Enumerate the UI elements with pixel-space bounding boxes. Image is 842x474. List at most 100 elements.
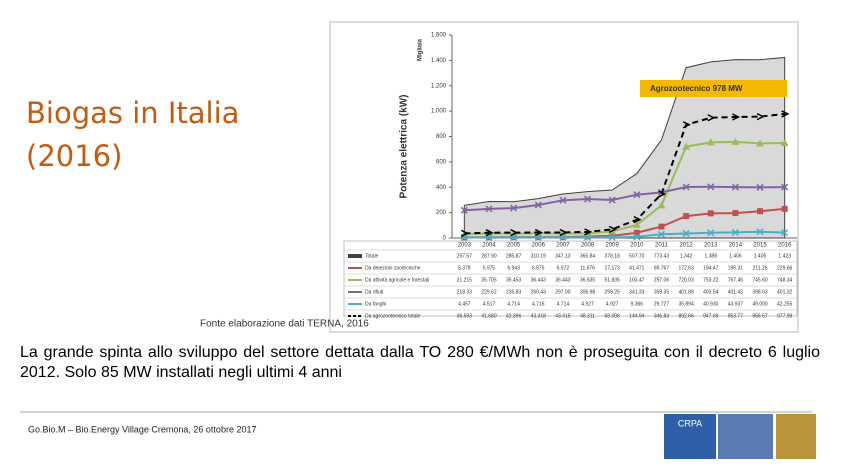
marker [756, 139, 765, 147]
table-cell: 6.972 [557, 265, 570, 271]
marker [584, 228, 593, 236]
marker [731, 137, 740, 145]
marker [584, 233, 592, 241]
table-cell: 229.66 [777, 265, 793, 271]
y-tick-label: 200 [436, 210, 447, 216]
x-tick-label: 2008 [581, 243, 595, 249]
table-cell: 4.714 [557, 301, 570, 307]
y-axis-label: Potenza elettrica (kW) [399, 95, 410, 199]
table-cell: 773.43 [654, 253, 670, 259]
marker [559, 196, 567, 204]
marker [608, 233, 616, 241]
slide-title: (2016) [26, 139, 122, 173]
marker [633, 229, 640, 236]
x-tick-label: 2007 [556, 243, 570, 249]
marker [658, 190, 667, 198]
marker [707, 210, 714, 217]
y-tick-label: 0 [443, 236, 447, 242]
marker [608, 196, 616, 204]
marker [559, 228, 568, 237]
x-tick-label: 2003 [458, 243, 472, 249]
table-cell: 401.88 [678, 289, 694, 295]
y-tick-label: 600 [436, 159, 447, 165]
table-cell: 43.937 [728, 301, 744, 307]
marker [632, 220, 641, 228]
x-tick-label: 2004 [482, 243, 496, 249]
marker [781, 183, 789, 191]
x-tick-label: 2009 [605, 243, 619, 249]
table-cell: 401.32 [777, 289, 793, 295]
table-cell: 306.98 [580, 289, 596, 295]
marker [707, 114, 716, 122]
table-cell: 172.63 [678, 265, 694, 271]
table-cell: 507.70 [629, 253, 645, 259]
marker [756, 228, 764, 236]
table-cell: 757.46 [728, 277, 744, 283]
y-tick-label: 1.600 [431, 33, 447, 39]
table-cell: 720.03 [678, 277, 694, 283]
x-tick-label: 2013 [704, 243, 718, 249]
marker [485, 205, 493, 213]
table-cell: 42.396 [506, 313, 522, 319]
marker [732, 210, 739, 217]
data-table [343, 240, 798, 317]
body-text: La grande spinta allo sviluppo del setto… [20, 344, 820, 381]
table-cell: 257.06 [654, 277, 670, 283]
table-cell: 49.000 [752, 301, 768, 307]
marker [534, 228, 543, 237]
annotation-box [640, 80, 787, 97]
table-cell: 5.378 [458, 265, 471, 271]
table-cell: 29.727 [654, 301, 670, 307]
y-tick-label: 1.400 [431, 58, 447, 64]
table-cell: 5.975 [483, 265, 496, 271]
table-cell: 745.60 [752, 277, 768, 283]
marker [657, 230, 665, 238]
table-cell: 144.94 [629, 313, 645, 319]
x-tick-label: 2005 [507, 243, 521, 249]
table-cell: 17.173 [605, 265, 621, 271]
marker [706, 138, 715, 146]
table-cell: 285.87 [506, 253, 522, 259]
table-cell: 1.388 [704, 253, 717, 259]
table-cell: 341.33 [629, 289, 645, 295]
table-cell: 257.57 [457, 253, 473, 259]
table-cell: 41.471 [629, 265, 645, 271]
marker [584, 195, 592, 203]
marker [633, 233, 641, 241]
marker [460, 229, 469, 238]
table-cell: 6.943 [507, 265, 520, 271]
series-line [464, 185, 785, 212]
legend-label: Da attività agricole e forestali [365, 277, 429, 283]
legend-label: Da deiezioni zootecniche [365, 265, 421, 271]
marker [682, 229, 690, 237]
table-cell: 194.47 [703, 265, 719, 271]
table-cell: 310.19 [531, 253, 547, 259]
table-cell: 218.33 [457, 289, 473, 295]
table-cell: 4.517 [483, 301, 496, 307]
marker [485, 229, 494, 237]
logo-text: CRPA [678, 418, 702, 428]
table-cell: 1.405 [754, 253, 767, 259]
table-cell: 31.215 [457, 277, 473, 283]
y-tick-label: 1.200 [431, 83, 447, 89]
table-cell: 35.894 [678, 301, 694, 307]
x-tick-label: 2010 [630, 243, 644, 249]
body-paragraph: La grande spinta allo sviluppo del setto… [20, 344, 820, 381]
table-cell: 299.25 [605, 289, 621, 295]
table-cell: 4.927 [606, 301, 619, 307]
marker [633, 191, 641, 199]
marker [707, 229, 715, 237]
marker [756, 112, 765, 121]
table-cell: 892.66 [678, 313, 694, 319]
legend-label: Totale [365, 253, 379, 259]
marker [510, 204, 518, 212]
marker [780, 139, 789, 147]
y-tick-label: 1.000 [431, 109, 447, 115]
table-cell: 403.54 [703, 289, 719, 295]
table-cell: 35.453 [506, 277, 522, 283]
marker [682, 121, 691, 129]
table-cell: 211.26 [753, 265, 768, 271]
table-cell: 748.34 [777, 277, 793, 283]
table-cell: 68.008 [605, 313, 621, 319]
